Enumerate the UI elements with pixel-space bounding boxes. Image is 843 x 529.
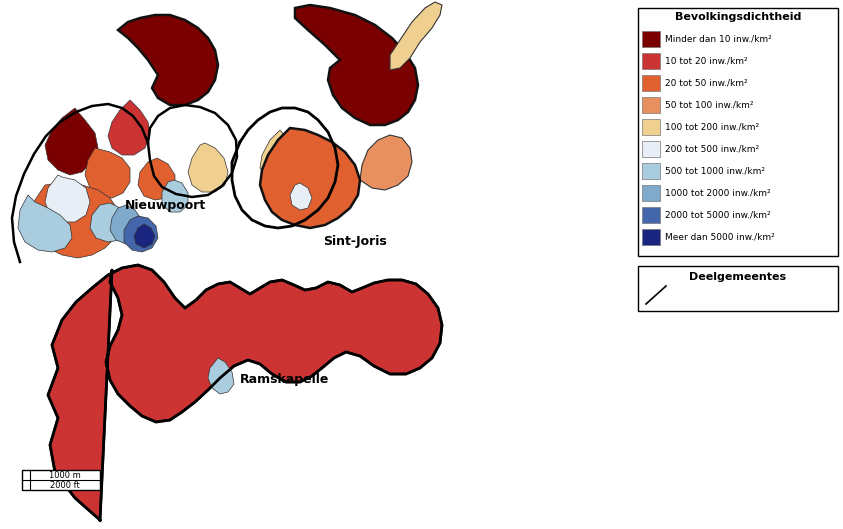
Text: 10 tot 20 inw./km²: 10 tot 20 inw./km² bbox=[665, 57, 748, 66]
Polygon shape bbox=[48, 265, 442, 520]
Text: Ramskapelle: Ramskapelle bbox=[240, 373, 330, 387]
Bar bbox=[642, 119, 660, 135]
Polygon shape bbox=[295, 5, 418, 125]
Polygon shape bbox=[162, 180, 188, 212]
Text: Sint-Joris: Sint-Joris bbox=[323, 235, 387, 249]
Text: 100 tot 200 inw./km²: 100 tot 200 inw./km² bbox=[665, 123, 760, 132]
Text: 500 tot 1000 inw./km²: 500 tot 1000 inw./km² bbox=[665, 167, 765, 176]
Bar bbox=[642, 185, 660, 201]
Polygon shape bbox=[208, 358, 234, 394]
Text: 2000 ft: 2000 ft bbox=[50, 480, 80, 489]
Polygon shape bbox=[85, 148, 130, 198]
Text: 2000 tot 5000 inw./km²: 2000 tot 5000 inw./km² bbox=[665, 211, 771, 220]
Polygon shape bbox=[260, 128, 360, 228]
Polygon shape bbox=[124, 216, 158, 252]
Polygon shape bbox=[390, 2, 442, 70]
Text: 1000 tot 2000 inw./km²: 1000 tot 2000 inw./km² bbox=[665, 188, 771, 197]
Bar bbox=[642, 53, 660, 69]
Polygon shape bbox=[18, 195, 72, 252]
Text: Meer dan 5000 inw./km²: Meer dan 5000 inw./km² bbox=[665, 233, 775, 242]
Polygon shape bbox=[260, 130, 288, 178]
Bar bbox=[642, 141, 660, 157]
Polygon shape bbox=[110, 205, 143, 244]
Polygon shape bbox=[45, 108, 98, 175]
Bar bbox=[642, 163, 660, 179]
Bar bbox=[22, 470, 100, 490]
Text: Deelgemeentes: Deelgemeentes bbox=[690, 272, 787, 282]
Bar bbox=[638, 266, 838, 311]
Bar bbox=[638, 8, 838, 256]
Polygon shape bbox=[188, 143, 228, 192]
Text: 50 tot 100 inw./km²: 50 tot 100 inw./km² bbox=[665, 101, 754, 110]
Polygon shape bbox=[45, 175, 90, 222]
Polygon shape bbox=[90, 203, 128, 242]
Polygon shape bbox=[360, 135, 412, 190]
Polygon shape bbox=[30, 183, 120, 258]
Text: 1000 m: 1000 m bbox=[49, 470, 81, 479]
Bar bbox=[642, 97, 660, 113]
Bar bbox=[642, 207, 660, 223]
Polygon shape bbox=[108, 100, 150, 155]
Bar bbox=[642, 31, 660, 47]
Polygon shape bbox=[118, 15, 218, 105]
Bar bbox=[642, 75, 660, 91]
Polygon shape bbox=[134, 224, 155, 248]
Text: Nieuwpoort: Nieuwpoort bbox=[125, 198, 206, 212]
Text: 20 tot 50 inw./km²: 20 tot 50 inw./km² bbox=[665, 78, 748, 87]
Polygon shape bbox=[138, 158, 175, 200]
Polygon shape bbox=[290, 183, 312, 210]
Text: Minder dan 10 inw./km²: Minder dan 10 inw./km² bbox=[665, 34, 771, 43]
Bar bbox=[642, 229, 660, 245]
Text: 200 tot 500 inw./km²: 200 tot 500 inw./km² bbox=[665, 144, 760, 153]
Text: Bevolkingsdichtheid: Bevolkingsdichtheid bbox=[674, 12, 801, 22]
